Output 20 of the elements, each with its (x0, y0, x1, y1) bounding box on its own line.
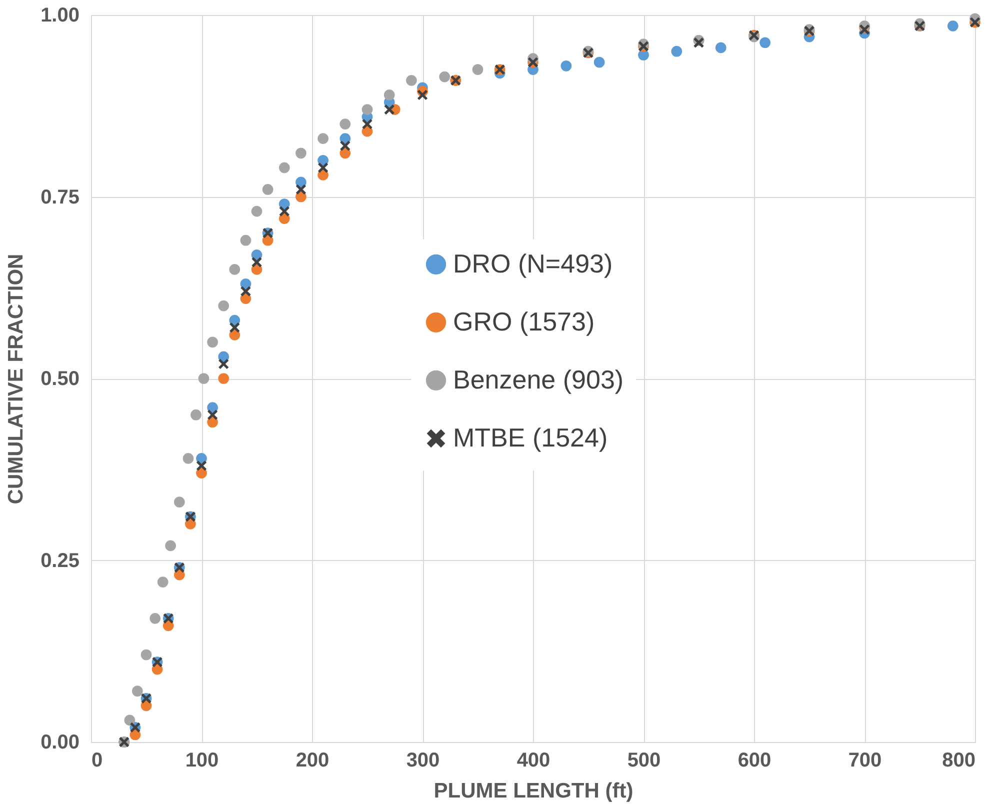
x-tick-label: 400 (516, 750, 550, 772)
x-tick-label: 600 (738, 750, 772, 772)
y-tick-label: 0.50 (40, 368, 80, 390)
y-tick-label: 0.00 (40, 732, 80, 754)
legend-label: Benzene (903) (453, 364, 624, 394)
x-tick-label: 300 (406, 750, 440, 772)
x-tick-label: 0 (92, 750, 103, 772)
x-tick-label: 200 (296, 750, 330, 772)
legend-label: MTBE (1524) (453, 422, 608, 452)
y-tick-label: 0.75 (40, 186, 80, 208)
x-tick-label: 100 (185, 750, 219, 772)
x-tick-label: 500 (627, 750, 661, 772)
x-tick-label: 700 (848, 750, 882, 772)
y-tick-label: 0.25 (40, 550, 80, 572)
legend-label: GRO (1573) (453, 306, 595, 336)
y-tick-label: 1.00 (40, 4, 80, 26)
y-axis-title: CUMULATIVE FRACTION (4, 254, 28, 504)
x-tick-label: 800 (942, 750, 976, 772)
x-axis-title: PLUME LENGTH (ft) (434, 780, 634, 802)
legend-label: DRO (N=493) (453, 248, 613, 278)
